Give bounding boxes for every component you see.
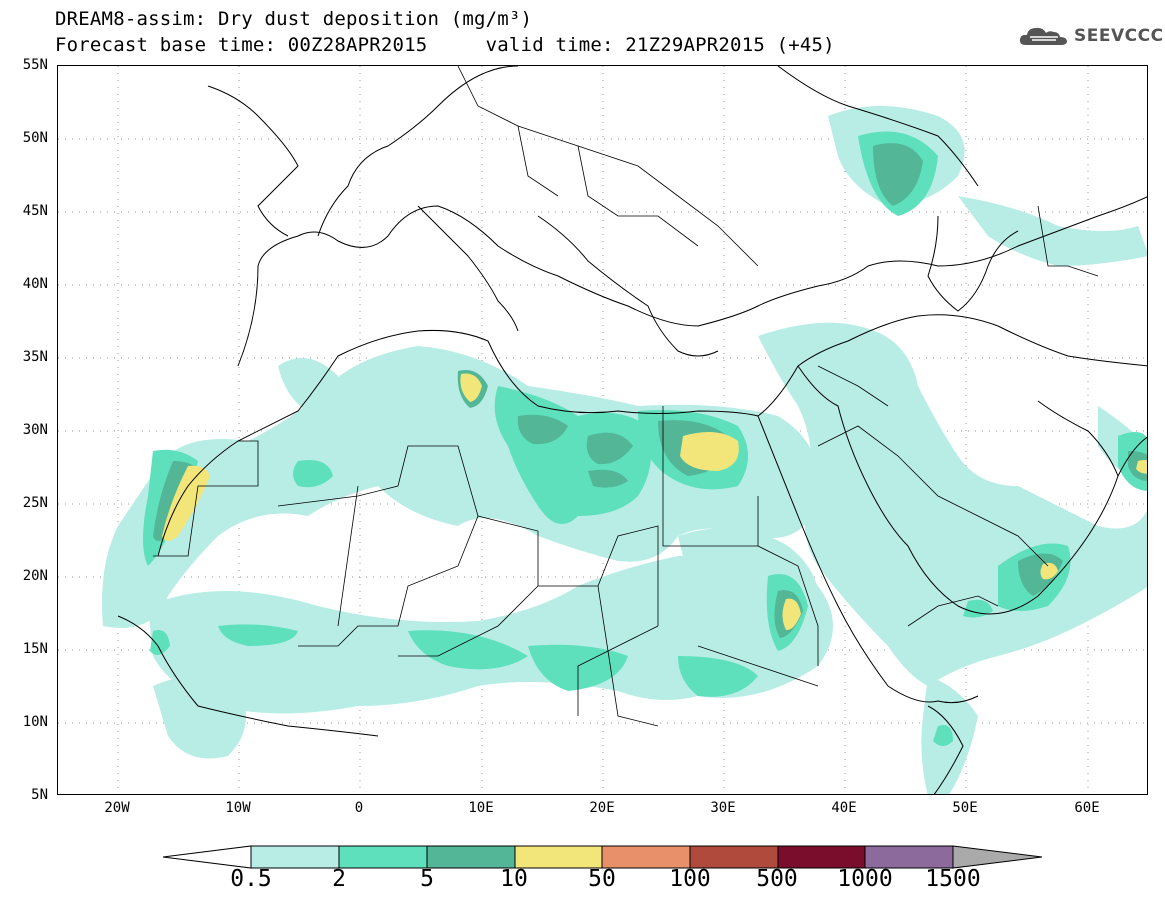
colorbar-box-6 (777, 845, 866, 869)
colorbar-label-5: 5 (420, 866, 434, 892)
colorbar-box-3 (514, 845, 603, 869)
lon-label-0: 0 (354, 800, 364, 816)
colorbar-label-1500: 1500 (925, 866, 981, 892)
lat-label-50N: 50N (22, 130, 48, 146)
lat-label-15N: 15N (22, 641, 48, 657)
chart-title: DREAM8-assim: Dry dust deposition (mg/m³… (55, 8, 533, 30)
deposition-level-10 (162, 373, 1147, 631)
lat-label-55N: 55N (22, 57, 48, 73)
country-borders (153, 66, 1099, 727)
colorbar-label-50: 50 (588, 866, 616, 892)
lon-label-10E: 10E (468, 800, 494, 816)
colorbar-box-2 (426, 845, 516, 869)
lat-label-10N: 10N (22, 714, 48, 730)
colorbar-box-7 (864, 845, 954, 869)
colorbar-label-500: 500 (756, 866, 798, 892)
colorbar-label-0.5: 0.5 (230, 866, 272, 892)
colorbar-box-1 (338, 845, 428, 869)
lat-label-25N: 25N (22, 495, 48, 511)
colorbar-label-10: 10 (500, 866, 528, 892)
colorbar-label-1000: 1000 (837, 866, 893, 892)
logo-text: SEEVCCC (1074, 26, 1164, 46)
lon-label-40E: 40E (831, 800, 857, 816)
colorbar-under-triangle (163, 845, 252, 869)
colorbar-label-100: 100 (669, 866, 711, 892)
map-canvas (58, 66, 1147, 794)
lat-label-30N: 30N (22, 422, 48, 438)
colorbar-label-2: 2 (332, 866, 346, 892)
lat-label-45N: 45N (22, 203, 48, 219)
lon-label-10W: 10W (225, 800, 251, 816)
coastlines (117, 66, 1147, 794)
lon-label-20W: 20W (104, 800, 130, 816)
colorbar-box-4 (601, 845, 691, 869)
deposition-level-0.5 (102, 106, 1147, 794)
lat-label-40N: 40N (22, 276, 48, 292)
lon-label-30E: 30E (710, 800, 736, 816)
lon-label-60E: 60E (1074, 800, 1100, 816)
lat-label-35N: 35N (22, 349, 48, 365)
seevccc-logo: SEEVCCC (1018, 24, 1164, 48)
lon-label-20E: 20E (589, 800, 615, 816)
lat-label-20N: 20N (22, 568, 48, 584)
lon-label-50E: 50E (952, 800, 978, 816)
cloud-icon (1019, 27, 1067, 45)
lat-label-5N: 5N (31, 787, 48, 803)
colorbar-box-0 (250, 845, 340, 869)
colorbar-over-triangle (952, 845, 1043, 869)
forecast-times: Forecast base time: 00Z28APR2015 valid t… (55, 34, 835, 56)
colorbar (163, 845, 1043, 869)
map-panel (57, 65, 1148, 795)
colorbar-box-5 (689, 845, 779, 869)
